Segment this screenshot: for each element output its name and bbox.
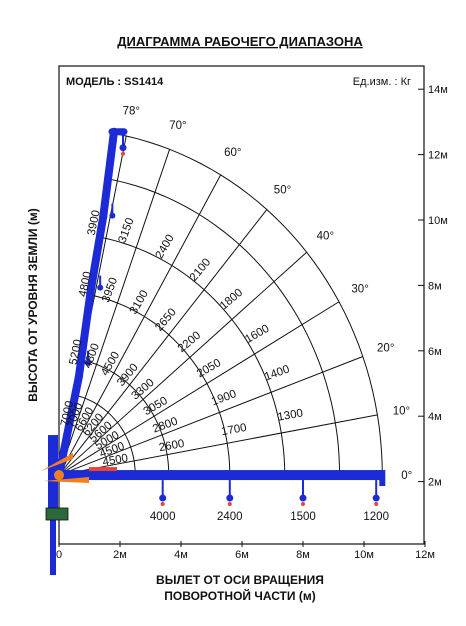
boom-tip [379, 470, 386, 487]
load-value: 3900 [86, 209, 103, 237]
angle-ray [58, 356, 363, 476]
horizontal-boom [59, 470, 383, 481]
y-axis-title: ВЫСОТА ОТ УРОВНЯ ЗЕМЛИ (м) [26, 208, 40, 401]
angle-label: 40° [317, 230, 334, 242]
boom-warning-stripe [89, 467, 117, 472]
y-tick-label: 6м [428, 346, 442, 358]
load-value: 5200 [68, 338, 85, 366]
angle-labels: 0° 10° 20° 30° 40° 50° 60° 70° 78° [123, 105, 413, 482]
x-axis-title-line1: ВЫЛЕТ ОТ ОСИ ВРАЩЕНИЯ [156, 573, 324, 587]
angle-ray [58, 209, 268, 476]
x-tick-label: 0 [56, 549, 62, 561]
angle-label: 50° [274, 184, 291, 196]
load-value: 7000 [59, 400, 76, 428]
crane-column [48, 435, 58, 516]
load-value: 1900 [210, 388, 238, 408]
x-axis-title-line2: ПОВОРОТНОЙ ЧАСТИ (м) [164, 588, 315, 603]
load-value: 4000 [150, 511, 176, 523]
x-tick-label: 4м [174, 549, 188, 561]
load-value: 2200 [176, 329, 203, 355]
boom-section [87, 212, 108, 293]
y-axis-ticks: 2м 4м 6м 8м 10м 12м 14м [418, 84, 448, 489]
x-tick-label: 10м [354, 549, 374, 561]
y-tick-label: 8м [428, 280, 442, 292]
hook-icon [160, 502, 165, 507]
load-value: 4500 [102, 452, 129, 468]
load-value: 3950 [100, 276, 120, 304]
hook-block-icon [226, 494, 234, 502]
boom-section [74, 284, 96, 381]
load-value: 2050 [195, 357, 223, 380]
load-value: 1200 [363, 511, 389, 523]
y-tick-label: 10м [428, 215, 448, 227]
angle-ray [58, 414, 378, 476]
hook-block-icon [159, 494, 167, 502]
load-value: 2400 [154, 233, 177, 261]
angle-label: 30° [351, 284, 368, 296]
units-label: Ед.изм. : Кг [353, 76, 411, 88]
hook-block-icon [119, 144, 127, 152]
load-value: 2400 [217, 511, 243, 523]
hook-block-icon [299, 494, 307, 502]
load-value: 2650 [153, 306, 179, 333]
hook-block-icon [109, 212, 116, 219]
angle-label: 78° [123, 105, 140, 117]
x-tick-label: 2м [113, 549, 127, 561]
y-tick-label: 12м [428, 150, 448, 162]
hook-block-icon [372, 494, 380, 502]
angle-ray [58, 301, 340, 476]
load-value: 3050 [142, 395, 170, 418]
operator-seat [45, 507, 69, 521]
hook-icon [301, 502, 305, 507]
angle-label: 10° [393, 405, 410, 417]
load-value: 3150 [117, 216, 137, 244]
angle-rays [58, 135, 383, 476]
hook-icon [121, 151, 125, 156]
crane-base [50, 513, 56, 576]
load-value: 3100 [128, 288, 151, 316]
hook-block-icon [84, 359, 91, 366]
load-value: 1400 [263, 363, 291, 383]
y-tick-label: 4м [428, 411, 442, 423]
angle-ray [58, 149, 171, 476]
x-tick-label: 12м [415, 549, 435, 561]
angle-ray [58, 251, 307, 476]
x-tick-label: 6м [235, 549, 249, 561]
load-value: 1300 [277, 407, 304, 423]
hook-icon [374, 502, 379, 507]
load-value: 1500 [290, 511, 316, 523]
load-value: 2600 [158, 438, 185, 454]
boom-section [55, 372, 83, 480]
y-tick-label: 14м [428, 84, 448, 96]
boom-section [99, 127, 118, 221]
load-value: 2100 [188, 256, 214, 283]
angle-label: 0° [401, 470, 412, 482]
lift-cylinder [41, 453, 73, 472]
x-axis-ticks: 0 2м 4м 6м 8м 10м 12м [56, 541, 435, 561]
angle-label: 70° [169, 120, 186, 132]
load-value: 1600 [243, 323, 271, 346]
angle-ray [58, 174, 222, 476]
diagram-title: ДИАГРАММА РАБОЧЕГО ДИАПАЗОНА [117, 34, 363, 49]
angle-label: 60° [224, 147, 241, 159]
model-label: МОДЕЛЬ : SS1414 [66, 76, 164, 88]
load-value: 1800 [218, 287, 245, 313]
hook-block-icon [97, 284, 104, 291]
hook-icon [227, 502, 232, 507]
lift-cylinder [43, 477, 89, 484]
x-tick-label: 8м [296, 549, 310, 561]
angle-label: 20° [377, 343, 394, 355]
y-tick-label: 2м [428, 477, 442, 489]
load-value: 4800 [77, 270, 94, 298]
boom-pivot [54, 470, 64, 481]
crane-illustration [41, 127, 386, 576]
load-value: 1700 [220, 422, 247, 438]
